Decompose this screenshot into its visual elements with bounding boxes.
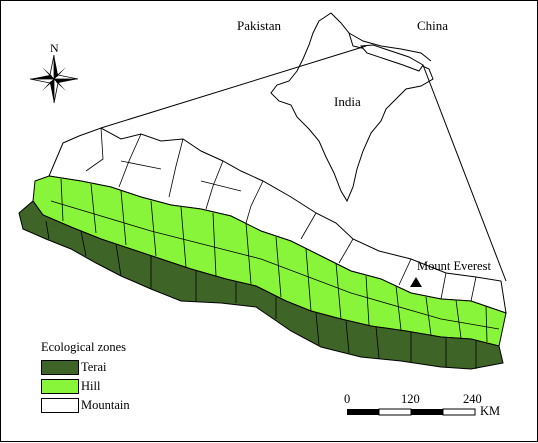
legend-item-terai: Terai (41, 359, 107, 375)
hill-district-lines (50, 178, 500, 343)
legend-label-terai: Terai (81, 359, 107, 374)
legend-item-mountain: Mountain (41, 397, 130, 413)
terai-district-lines (45, 220, 477, 369)
mount-everest-marker (410, 277, 422, 287)
scale-bar (347, 408, 476, 416)
legend-swatch-hill (41, 378, 79, 394)
label-china: China (417, 18, 449, 33)
legend-label-hill: Hill (81, 378, 101, 393)
nepal-inset-shape (359, 44, 424, 72)
scale-tick-240: 240 (463, 392, 482, 406)
mountain-district-lines (85, 127, 477, 302)
terai-zone (18, 200, 504, 370)
scale-unit: KM (480, 404, 501, 418)
label-mount-everest: Mount Everest (417, 259, 491, 273)
legend-label-mountain: Mountain (81, 397, 130, 412)
connector-line-right (422, 64, 507, 282)
scale-tick-0: 0 (344, 392, 351, 406)
north-arrow-icon (29, 54, 79, 104)
china-border (348, 32, 432, 62)
label-india: India (334, 94, 361, 109)
legend-swatch-terai (41, 359, 79, 375)
label-north: N (50, 41, 59, 55)
connector-line-left (100, 45, 367, 129)
legend-item-hill: Hill (41, 378, 100, 394)
label-pakistan: Pakistan (237, 18, 282, 33)
legend-title: Ecological zones (41, 340, 127, 354)
scale-tick-120: 120 (401, 392, 420, 406)
legend-swatch-mountain (41, 397, 79, 413)
